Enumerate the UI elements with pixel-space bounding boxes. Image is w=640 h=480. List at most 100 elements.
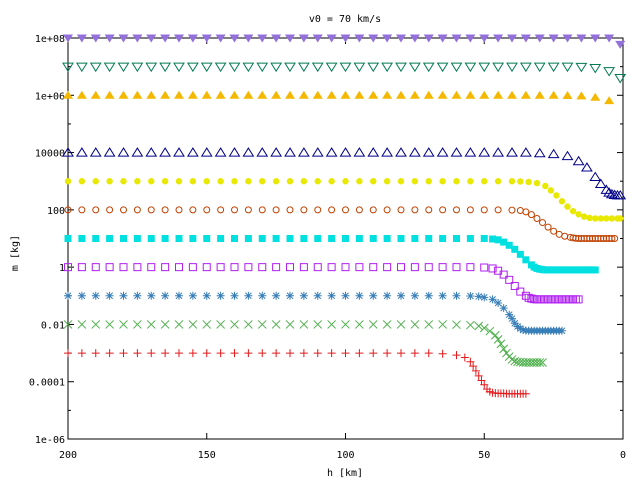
data-point (494, 298, 503, 307)
data-point (133, 235, 141, 242)
data-point (589, 171, 602, 182)
data-point (175, 349, 183, 358)
data-point (594, 178, 607, 188)
data-point (64, 291, 72, 300)
data-point (216, 349, 225, 358)
data-point (408, 147, 421, 157)
data-point (339, 147, 352, 157)
data-point (516, 206, 524, 214)
data-point (299, 263, 308, 272)
data-point (161, 349, 170, 358)
data-point (103, 147, 116, 157)
data-point (257, 90, 268, 99)
data-point (228, 62, 241, 73)
data-point (452, 351, 461, 360)
data-point (397, 263, 405, 272)
series-9 (62, 62, 627, 84)
data-point (341, 320, 350, 329)
data-point (576, 34, 587, 43)
data-point (506, 147, 518, 157)
data-point (257, 34, 268, 43)
data-point (353, 62, 366, 73)
data-point (603, 67, 616, 77)
data-point (562, 91, 573, 100)
data-point (120, 235, 127, 242)
data-point (451, 90, 462, 99)
data-point (466, 357, 475, 366)
data-point (231, 206, 238, 214)
data-point (425, 206, 433, 214)
data-point (258, 349, 267, 358)
data-point (285, 320, 295, 329)
data-point (104, 90, 115, 99)
data-point (510, 356, 520, 366)
data-point (63, 320, 73, 329)
data-point (272, 263, 281, 272)
data-point (300, 206, 308, 214)
data-point (499, 304, 508, 313)
data-point (341, 291, 350, 300)
data-point (325, 62, 338, 73)
data-point (480, 263, 489, 272)
data-point (494, 206, 502, 214)
data-point (424, 263, 433, 272)
data-point (354, 90, 365, 99)
data-point (494, 178, 502, 185)
data-point (395, 62, 407, 73)
data-point (367, 147, 380, 157)
data-point (188, 349, 197, 358)
data-point (494, 236, 502, 244)
data-point (311, 62, 324, 73)
data-point (381, 62, 394, 73)
data-point (490, 330, 500, 340)
data-point (133, 291, 142, 300)
y-axis-label: m [kg] (10, 235, 21, 271)
data-point (466, 292, 475, 301)
data-point (395, 147, 407, 157)
data-point (411, 235, 419, 242)
data-point (341, 349, 350, 358)
data-point (339, 62, 352, 73)
data-point (259, 178, 266, 185)
data-point (299, 291, 308, 300)
data-point (161, 263, 170, 272)
y-tick-label: 100 (47, 206, 65, 217)
data-point (64, 235, 72, 242)
data-point (466, 206, 474, 214)
x-tick-label: 50 (478, 450, 490, 461)
data-point (120, 206, 127, 214)
data-point (513, 322, 522, 331)
data-point (355, 349, 364, 358)
data-point (561, 62, 574, 73)
series-6 (64, 178, 624, 222)
data-point (480, 293, 489, 302)
data-point (202, 291, 211, 300)
data-point (480, 235, 488, 242)
data-point (64, 206, 72, 214)
data-point (471, 366, 480, 375)
data-point (450, 62, 463, 73)
data-point (562, 34, 573, 43)
series-5 (64, 206, 619, 242)
data-point (314, 235, 322, 242)
data-point (561, 150, 574, 161)
data-point (520, 34, 531, 43)
data-point (383, 178, 391, 185)
data-point (117, 147, 130, 157)
data-point (228, 147, 241, 157)
data-point (174, 320, 184, 329)
data-point (423, 90, 434, 99)
data-point (506, 62, 518, 73)
data-point (499, 344, 509, 354)
data-point (244, 206, 252, 214)
data-point (474, 321, 484, 331)
data-point (488, 295, 497, 304)
data-point (369, 349, 378, 358)
data-point (548, 34, 559, 43)
data-point (576, 91, 587, 100)
data-point (201, 90, 212, 99)
data-point (203, 235, 211, 242)
data-point (175, 206, 183, 214)
data-point (369, 263, 378, 272)
data-point (328, 206, 336, 214)
